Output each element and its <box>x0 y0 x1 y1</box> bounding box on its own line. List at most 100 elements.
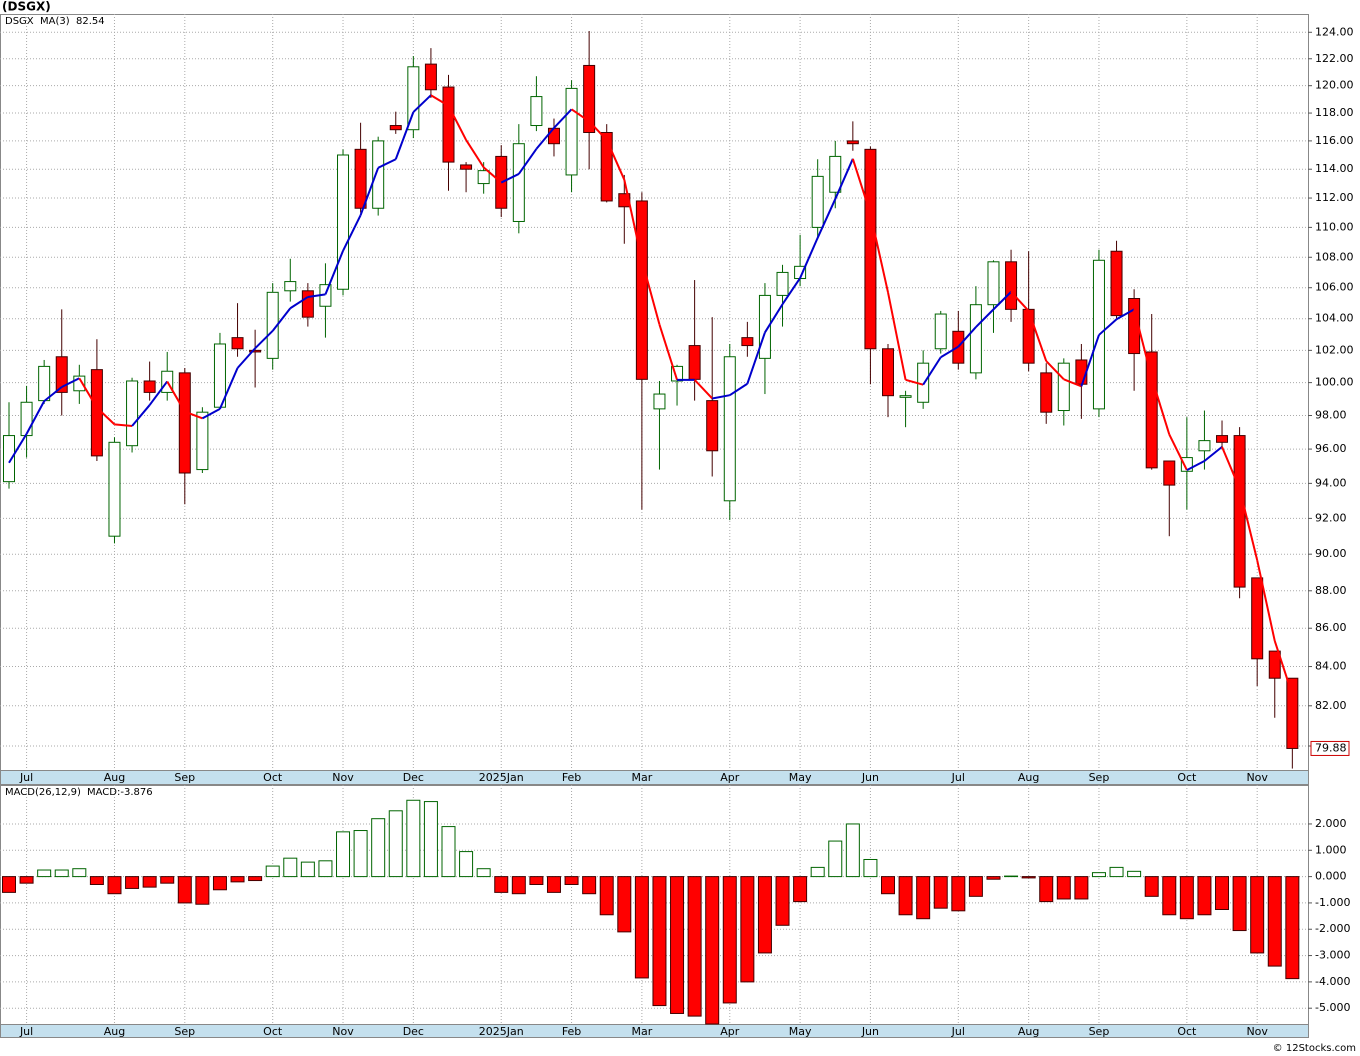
x-tick-label: Dec <box>403 1025 424 1038</box>
macd-bar <box>494 876 509 893</box>
macd-bar <box>160 876 175 884</box>
candle-body <box>706 400 719 452</box>
macd-bar <box>1162 876 1177 916</box>
y-tick-label: 96.00 <box>1315 442 1347 455</box>
x-tick-label: Jul <box>951 771 965 784</box>
candle-body <box>741 337 754 347</box>
ma-segment <box>905 378 924 386</box>
y-tick-label: -3.000 <box>1315 949 1350 962</box>
ma-segment <box>447 105 467 141</box>
x-tick-label: Sep <box>174 771 195 784</box>
ma-segment <box>342 214 362 252</box>
ma-segment <box>992 291 1012 311</box>
ma-segment <box>729 382 748 397</box>
candle-body <box>934 313 947 350</box>
macd-bar <box>775 876 790 926</box>
candle-body <box>1128 298 1141 355</box>
macd-bar <box>951 876 966 912</box>
y-tick-label: 114.00 <box>1315 162 1354 175</box>
macd-bar <box>353 830 368 878</box>
x-tick-label: Aug <box>104 771 125 784</box>
candle-body <box>1251 577 1264 660</box>
candle-body <box>671 365 684 382</box>
ma-segment <box>78 377 98 409</box>
x-tick-label: Aug <box>1018 771 1039 784</box>
candle-body <box>758 294 771 359</box>
macd-bar <box>529 876 544 885</box>
ma-segment <box>816 198 837 239</box>
candle-body <box>337 154 350 290</box>
ma-segment <box>184 410 203 420</box>
y-tick-label: -5.000 <box>1315 1001 1350 1014</box>
macd-bar <box>441 826 456 878</box>
y-tick-label: 112.00 <box>1315 191 1354 204</box>
y-tick-label: 124.00 <box>1315 25 1354 38</box>
ma-segment <box>834 158 854 200</box>
candle-body <box>38 365 51 402</box>
macd-legend: MACD:-3.876 <box>87 787 153 798</box>
ma-segment <box>693 379 713 400</box>
y-tick-label: 102.00 <box>1315 343 1354 356</box>
x-tick-label: Jul <box>19 1025 33 1038</box>
ma-segment <box>483 166 502 184</box>
y-tick-label: 90.00 <box>1315 547 1347 560</box>
y-tick-label: 0.000 <box>1315 870 1347 883</box>
ma-segment <box>1256 559 1276 642</box>
y-tick-label: 86.00 <box>1315 621 1347 634</box>
macd-bar <box>810 866 825 878</box>
x-axis-strip <box>0 770 1309 785</box>
macd-bar <box>564 876 579 885</box>
ma-segment <box>1133 309 1153 378</box>
macd-bar <box>459 851 474 878</box>
ma-segment <box>114 423 133 428</box>
candle-body <box>829 155 842 193</box>
ma-segment <box>61 377 80 388</box>
macd-bar <box>1179 876 1194 920</box>
candle-body <box>477 170 490 185</box>
legend-symbol: DSGX <box>5 16 34 27</box>
candle-body <box>882 348 894 397</box>
y-tick-label: 100.00 <box>1315 376 1354 389</box>
y-tick-label: 84.00 <box>1315 660 1347 673</box>
ma-segment <box>570 108 590 123</box>
ma-segment <box>289 296 309 310</box>
macd-bar <box>898 876 913 916</box>
ma-segment <box>640 260 661 325</box>
x-tick-label: Oct <box>263 771 283 784</box>
x-tick-label: Aug <box>104 1025 125 1038</box>
x-tick-label: Nov <box>1246 1025 1268 1038</box>
ma-segment <box>764 303 784 333</box>
x-tick-label: May <box>789 771 812 784</box>
macd-bar <box>1109 866 1124 878</box>
macd-bar <box>582 876 597 895</box>
candle-body <box>1005 261 1018 310</box>
macd-bar <box>283 857 298 878</box>
x-tick-label: Sep <box>174 1025 195 1038</box>
candle-body <box>600 131 613 202</box>
candle-body <box>354 148 367 209</box>
macd-bar <box>125 876 140 889</box>
plot-area <box>0 14 1309 771</box>
ma-segment <box>1116 308 1135 321</box>
ma-segment <box>148 380 169 406</box>
y-tick-label: 82.00 <box>1315 699 1347 712</box>
ma-segment <box>1186 460 1205 471</box>
y-tick-label: 116.00 <box>1315 134 1354 147</box>
x-tick-label: Oct <box>263 1025 283 1038</box>
macd-bar <box>388 810 403 878</box>
y-tick-label: 92.00 <box>1315 511 1347 524</box>
candle-body <box>635 200 648 380</box>
candle-body <box>3 435 15 483</box>
macd-bar <box>687 876 702 1017</box>
macd-bar <box>916 876 931 920</box>
macd-bar <box>142 876 157 888</box>
macd-bar <box>371 818 386 878</box>
x-tick-label: Mar <box>631 1025 652 1038</box>
x-tick-label: Sep <box>1089 771 1110 784</box>
ma-segment <box>712 394 730 400</box>
ma-segment <box>25 400 46 435</box>
ma-segment <box>1238 488 1259 561</box>
macd-bar <box>2 876 16 893</box>
y-tick-label: 120.00 <box>1315 79 1354 92</box>
macd-bar <box>406 799 421 878</box>
